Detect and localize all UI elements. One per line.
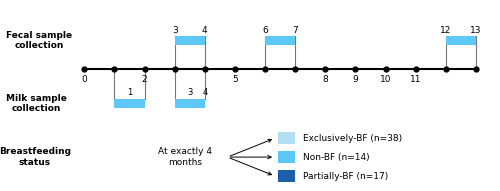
Text: 4: 4 xyxy=(202,88,207,97)
Text: 12: 12 xyxy=(440,26,452,35)
Bar xyxy=(446,36,476,45)
Text: 11: 11 xyxy=(410,75,422,84)
Text: 9: 9 xyxy=(352,75,358,84)
Text: 8: 8 xyxy=(322,75,328,84)
Text: 7: 7 xyxy=(292,26,298,35)
Text: Milk sample
collection: Milk sample collection xyxy=(6,94,67,113)
Text: Breastfeeding
status: Breastfeeding status xyxy=(0,147,71,167)
Bar xyxy=(114,99,144,108)
Bar xyxy=(174,36,205,45)
Text: 3: 3 xyxy=(172,26,178,35)
Text: 6: 6 xyxy=(262,26,268,35)
Bar xyxy=(278,170,295,182)
Text: 3: 3 xyxy=(187,88,192,97)
Text: Non-BF (n=14): Non-BF (n=14) xyxy=(302,153,369,162)
Bar xyxy=(278,132,295,144)
Text: 13: 13 xyxy=(470,26,482,35)
Bar xyxy=(278,151,295,163)
Text: 5: 5 xyxy=(232,75,238,84)
Text: At exactly 4
months: At exactly 4 months xyxy=(158,147,212,167)
Text: 0: 0 xyxy=(82,75,87,84)
Bar xyxy=(265,36,295,45)
Text: Fecal sample
collection: Fecal sample collection xyxy=(6,31,72,50)
Text: 4: 4 xyxy=(202,26,207,35)
Text: 1: 1 xyxy=(127,88,132,97)
Text: 2: 2 xyxy=(142,75,148,84)
Bar xyxy=(174,99,205,108)
Text: Partially-BF (n=17): Partially-BF (n=17) xyxy=(302,172,388,180)
Text: Exclusively-BF (n=38): Exclusively-BF (n=38) xyxy=(302,134,402,143)
Text: 10: 10 xyxy=(380,75,392,84)
